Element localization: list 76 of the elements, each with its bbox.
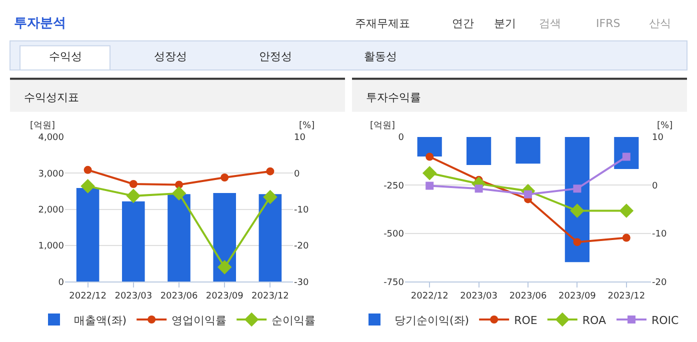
legend-label: 당기순이익(좌) [394, 314, 470, 327]
point [129, 180, 138, 188]
y-tick-label: 4,000 [38, 133, 64, 144]
text: 투자분석 [14, 16, 66, 31]
x-tick-label: 2022/12 [410, 291, 448, 302]
x-tick-label: 2023/12 [252, 291, 289, 302]
y2-tick-label: 10 [294, 133, 306, 144]
bar [76, 188, 100, 282]
x-tick-label: 2023/03 [460, 291, 498, 302]
x-tick-label: 2023/03 [114, 291, 152, 302]
x-tick-label: 2023/06 [160, 291, 198, 302]
y2-tick-label: 10 [652, 133, 664, 144]
legend-label: ROA [582, 314, 606, 327]
point [426, 182, 434, 190]
x-tick-label: 2023/06 [509, 291, 547, 302]
y-tick-label: -250 [384, 181, 404, 192]
point [217, 260, 232, 274]
point [622, 234, 630, 242]
point [619, 204, 634, 218]
point [84, 166, 92, 174]
point [422, 166, 437, 180]
legend-label: 영업이익률 [172, 314, 227, 327]
text: 연간 [452, 17, 474, 30]
y-tick-label: -750 [384, 278, 404, 288]
y2-tick-label: -10 [294, 205, 309, 216]
text: 검색 [539, 17, 561, 30]
legend-label: ROIC [652, 314, 680, 327]
point [570, 204, 584, 218]
bar [122, 201, 145, 282]
y2-tick-label: -10 [652, 230, 667, 240]
y2-axis-title: [%] [657, 121, 673, 131]
bar [258, 194, 282, 282]
x-tick-label: 2022/12 [69, 291, 106, 302]
text: IFRS [596, 17, 620, 30]
point [80, 179, 95, 194]
chart-title: 수익성지표 [24, 91, 79, 104]
y2-tick-label: -20 [294, 242, 309, 252]
text: 성장성 [154, 50, 187, 63]
point [172, 186, 186, 201]
point [573, 238, 582, 246]
point [266, 167, 274, 176]
y-tick-label: 2,000 [38, 205, 64, 216]
legend-label: ROE [514, 314, 538, 327]
point [573, 184, 582, 193]
y-tick-label: 0 [398, 133, 404, 144]
y-tick-label: -500 [384, 230, 404, 240]
point [263, 190, 278, 204]
y2-tick-label: 0 [294, 169, 300, 180]
y-axis-title: [억원] [370, 121, 396, 131]
text: 활동성 [364, 50, 397, 63]
text: 수익성 [49, 50, 82, 63]
text: 분기 [494, 17, 516, 30]
y2-tick-label: -30 [294, 278, 309, 288]
point [524, 190, 532, 198]
text: 산식 [649, 17, 671, 30]
text: 주재무제표 [355, 17, 410, 30]
y-tick-label: 1,000 [38, 242, 64, 252]
y-tick-label: 3,000 [38, 169, 64, 180]
point [426, 152, 434, 161]
point [220, 173, 229, 182]
y-tick-label: 0 [58, 278, 64, 288]
legend-label: 순이익률 [272, 314, 316, 327]
y2-tick-label: 0 [652, 181, 658, 192]
legend-label: 매출액(좌) [74, 314, 127, 327]
y2-axis-title: [%] [299, 121, 315, 131]
bar [213, 193, 236, 282]
x-tick-label: 2023/09 [206, 291, 244, 302]
text: 안정성 [259, 50, 292, 63]
chart-title: 투자수익률 [366, 91, 421, 104]
point [474, 184, 483, 193]
bar [168, 194, 190, 282]
point [126, 188, 141, 204]
y-axis-title: [억원] [30, 121, 56, 131]
x-tick-label: 2023/09 [558, 291, 596, 302]
y2-tick-label: -20 [652, 278, 667, 288]
x-tick-label: 2023/12 [608, 291, 646, 302]
